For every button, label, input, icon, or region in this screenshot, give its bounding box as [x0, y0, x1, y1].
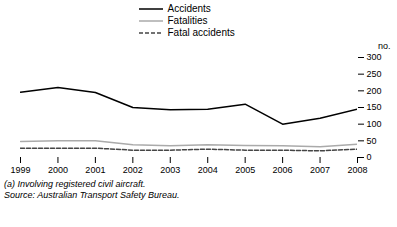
- html-text:(a) Involving registered civil: (a) Involving registered civil aircraft.: [4, 179, 146, 189]
- svg-text:300: 300: [367, 52, 382, 62]
- svg-text:2008: 2008: [347, 165, 367, 175]
- svg-text:2003: 2003: [160, 165, 180, 175]
- svg-text:50: 50: [367, 136, 377, 146]
- html-text:Accidents: Accidents: [167, 3, 211, 14]
- svg-text:2001: 2001: [85, 165, 105, 175]
- svg-text:100: 100: [367, 119, 382, 129]
- svg-text:2006: 2006: [273, 165, 293, 175]
- svg-text:2000: 2000: [48, 165, 68, 175]
- svg-text:2007: 2007: [310, 165, 330, 175]
- svg-text:2002: 2002: [123, 165, 143, 175]
- html-text:Fatal accidents: Fatal accidents: [167, 27, 235, 38]
- svg-text:2005: 2005: [235, 165, 255, 175]
- svg-text:no.: no.: [378, 41, 391, 51]
- html-text:Source: Australian Transport S: Source: Australian Transport Safety Bure…: [4, 190, 180, 200]
- svg-text:1999: 1999: [10, 165, 30, 175]
- svg-text:150: 150: [367, 102, 382, 112]
- svg-text:2004: 2004: [198, 165, 218, 175]
- svg-text:250: 250: [367, 69, 382, 79]
- html-text:Fatalities: Fatalities: [167, 15, 208, 26]
- svg-text:0: 0: [367, 152, 372, 162]
- svg-text:200: 200: [367, 86, 382, 96]
